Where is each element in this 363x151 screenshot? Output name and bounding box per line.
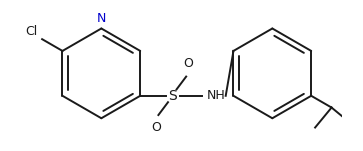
Text: O: O bbox=[183, 57, 193, 70]
Text: S: S bbox=[168, 89, 177, 103]
Text: NH: NH bbox=[207, 89, 225, 102]
Text: Cl: Cl bbox=[26, 25, 38, 38]
Text: N: N bbox=[97, 12, 106, 25]
Text: O: O bbox=[151, 121, 161, 134]
